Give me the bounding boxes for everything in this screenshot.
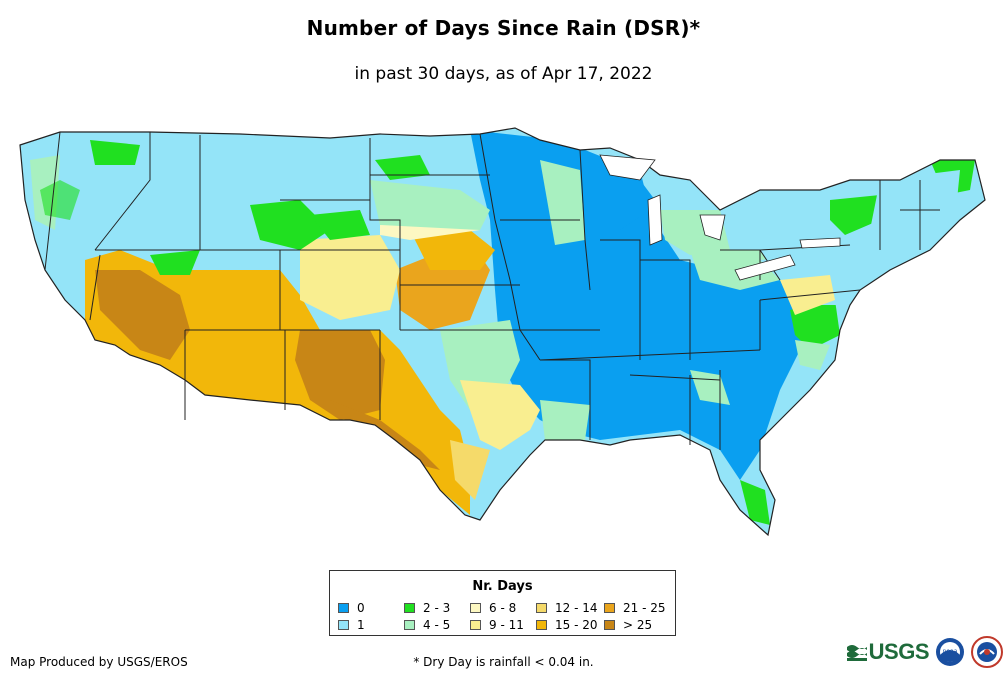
footnote-text: * Dry Day is rainfall < 0.04 in. [413,655,594,669]
usgs-logo: USGS [846,639,930,665]
noaa-logo-icon: noaa [936,638,964,666]
legend-item-1: 1 [338,618,365,632]
legend-label: 4 - 5 [423,618,451,632]
legend-item-0: 0 [338,601,365,615]
legend-swatch [404,620,415,630]
legend-label: 0 [357,601,365,615]
map-subtitle: in past 30 days, as of Apr 17, 2022 [354,64,653,84]
map-title: Number of Days Since Rain (DSR)* [306,16,701,40]
legend-swatch [536,603,547,613]
dsr-map [19,127,986,537]
legend-item-2: 2 - 3 [404,601,450,615]
noaa-logo-text: noaa [943,648,958,655]
legend-swatch [604,620,615,630]
legend-swatch [470,620,481,630]
legend-item-3: 4 - 5 [404,618,450,632]
nws-logo-icon [971,636,1003,668]
legend-label: > 25 [623,618,653,632]
legend-item-7: 15 - 20 [536,618,598,632]
legend-swatch [338,620,349,630]
legend-label: 6 - 8 [489,601,517,615]
legend-label: 12 - 14 [555,601,598,615]
legend-swatch [338,603,349,613]
legend-swatch [536,620,547,630]
legend-item-4: 6 - 8 [470,601,516,615]
legend-label: 1 [357,618,365,632]
usgs-logo-text: USGS [868,639,930,664]
legend-item-5: 9 - 11 [470,618,524,632]
legend-label: 21 - 25 [623,601,666,615]
usgs-wave-icon [846,645,867,661]
agency-logos: USGS noaa [846,636,1003,668]
legend-label: 2 - 3 [423,601,451,615]
legend-swatch [604,603,615,613]
legend-item-8: 21 - 25 [604,601,666,615]
legend-swatch [470,603,481,613]
legend-item-6: 12 - 14 [536,601,598,615]
legend: Nr. Days 0 1 2 - 3 4 - 5 6 - 8 9 - 11 12… [329,570,676,636]
legend-title: Nr. Days [472,579,533,594]
legend-swatch [404,603,415,613]
legend-item-9: > 25 [604,618,652,632]
legend-label: 9 - 11 [489,618,524,632]
credit-text: Map Produced by USGS/EROS [10,655,188,669]
legend-label: 15 - 20 [555,618,598,632]
